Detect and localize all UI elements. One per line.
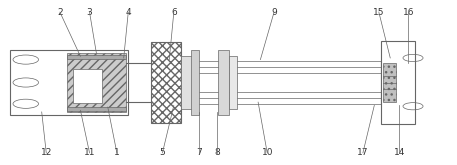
Text: 5: 5	[159, 148, 165, 157]
Text: 3: 3	[87, 8, 92, 17]
Bar	[383, 63, 396, 102]
Bar	[228, 56, 237, 109]
Text: 7: 7	[196, 148, 202, 157]
Text: 12: 12	[41, 148, 52, 157]
Bar	[199, 61, 381, 104]
Text: 1: 1	[114, 148, 120, 157]
Bar	[151, 42, 181, 123]
Text: 14: 14	[393, 148, 405, 157]
Bar	[381, 41, 415, 124]
Bar	[67, 53, 126, 112]
Bar	[218, 50, 228, 115]
Bar	[67, 55, 126, 59]
Text: 11: 11	[84, 148, 96, 157]
Bar	[67, 107, 126, 111]
Text: 10: 10	[261, 148, 273, 157]
Text: 9: 9	[271, 8, 277, 17]
Bar	[73, 69, 102, 103]
Bar	[10, 50, 128, 115]
Text: 17: 17	[357, 148, 369, 157]
Text: 16: 16	[403, 8, 414, 17]
Bar	[181, 56, 192, 109]
Text: 4: 4	[126, 8, 131, 17]
Bar	[191, 50, 199, 115]
Text: 2: 2	[57, 8, 63, 17]
Text: 6: 6	[171, 8, 177, 17]
Text: 8: 8	[214, 148, 220, 157]
Text: 15: 15	[373, 8, 385, 17]
